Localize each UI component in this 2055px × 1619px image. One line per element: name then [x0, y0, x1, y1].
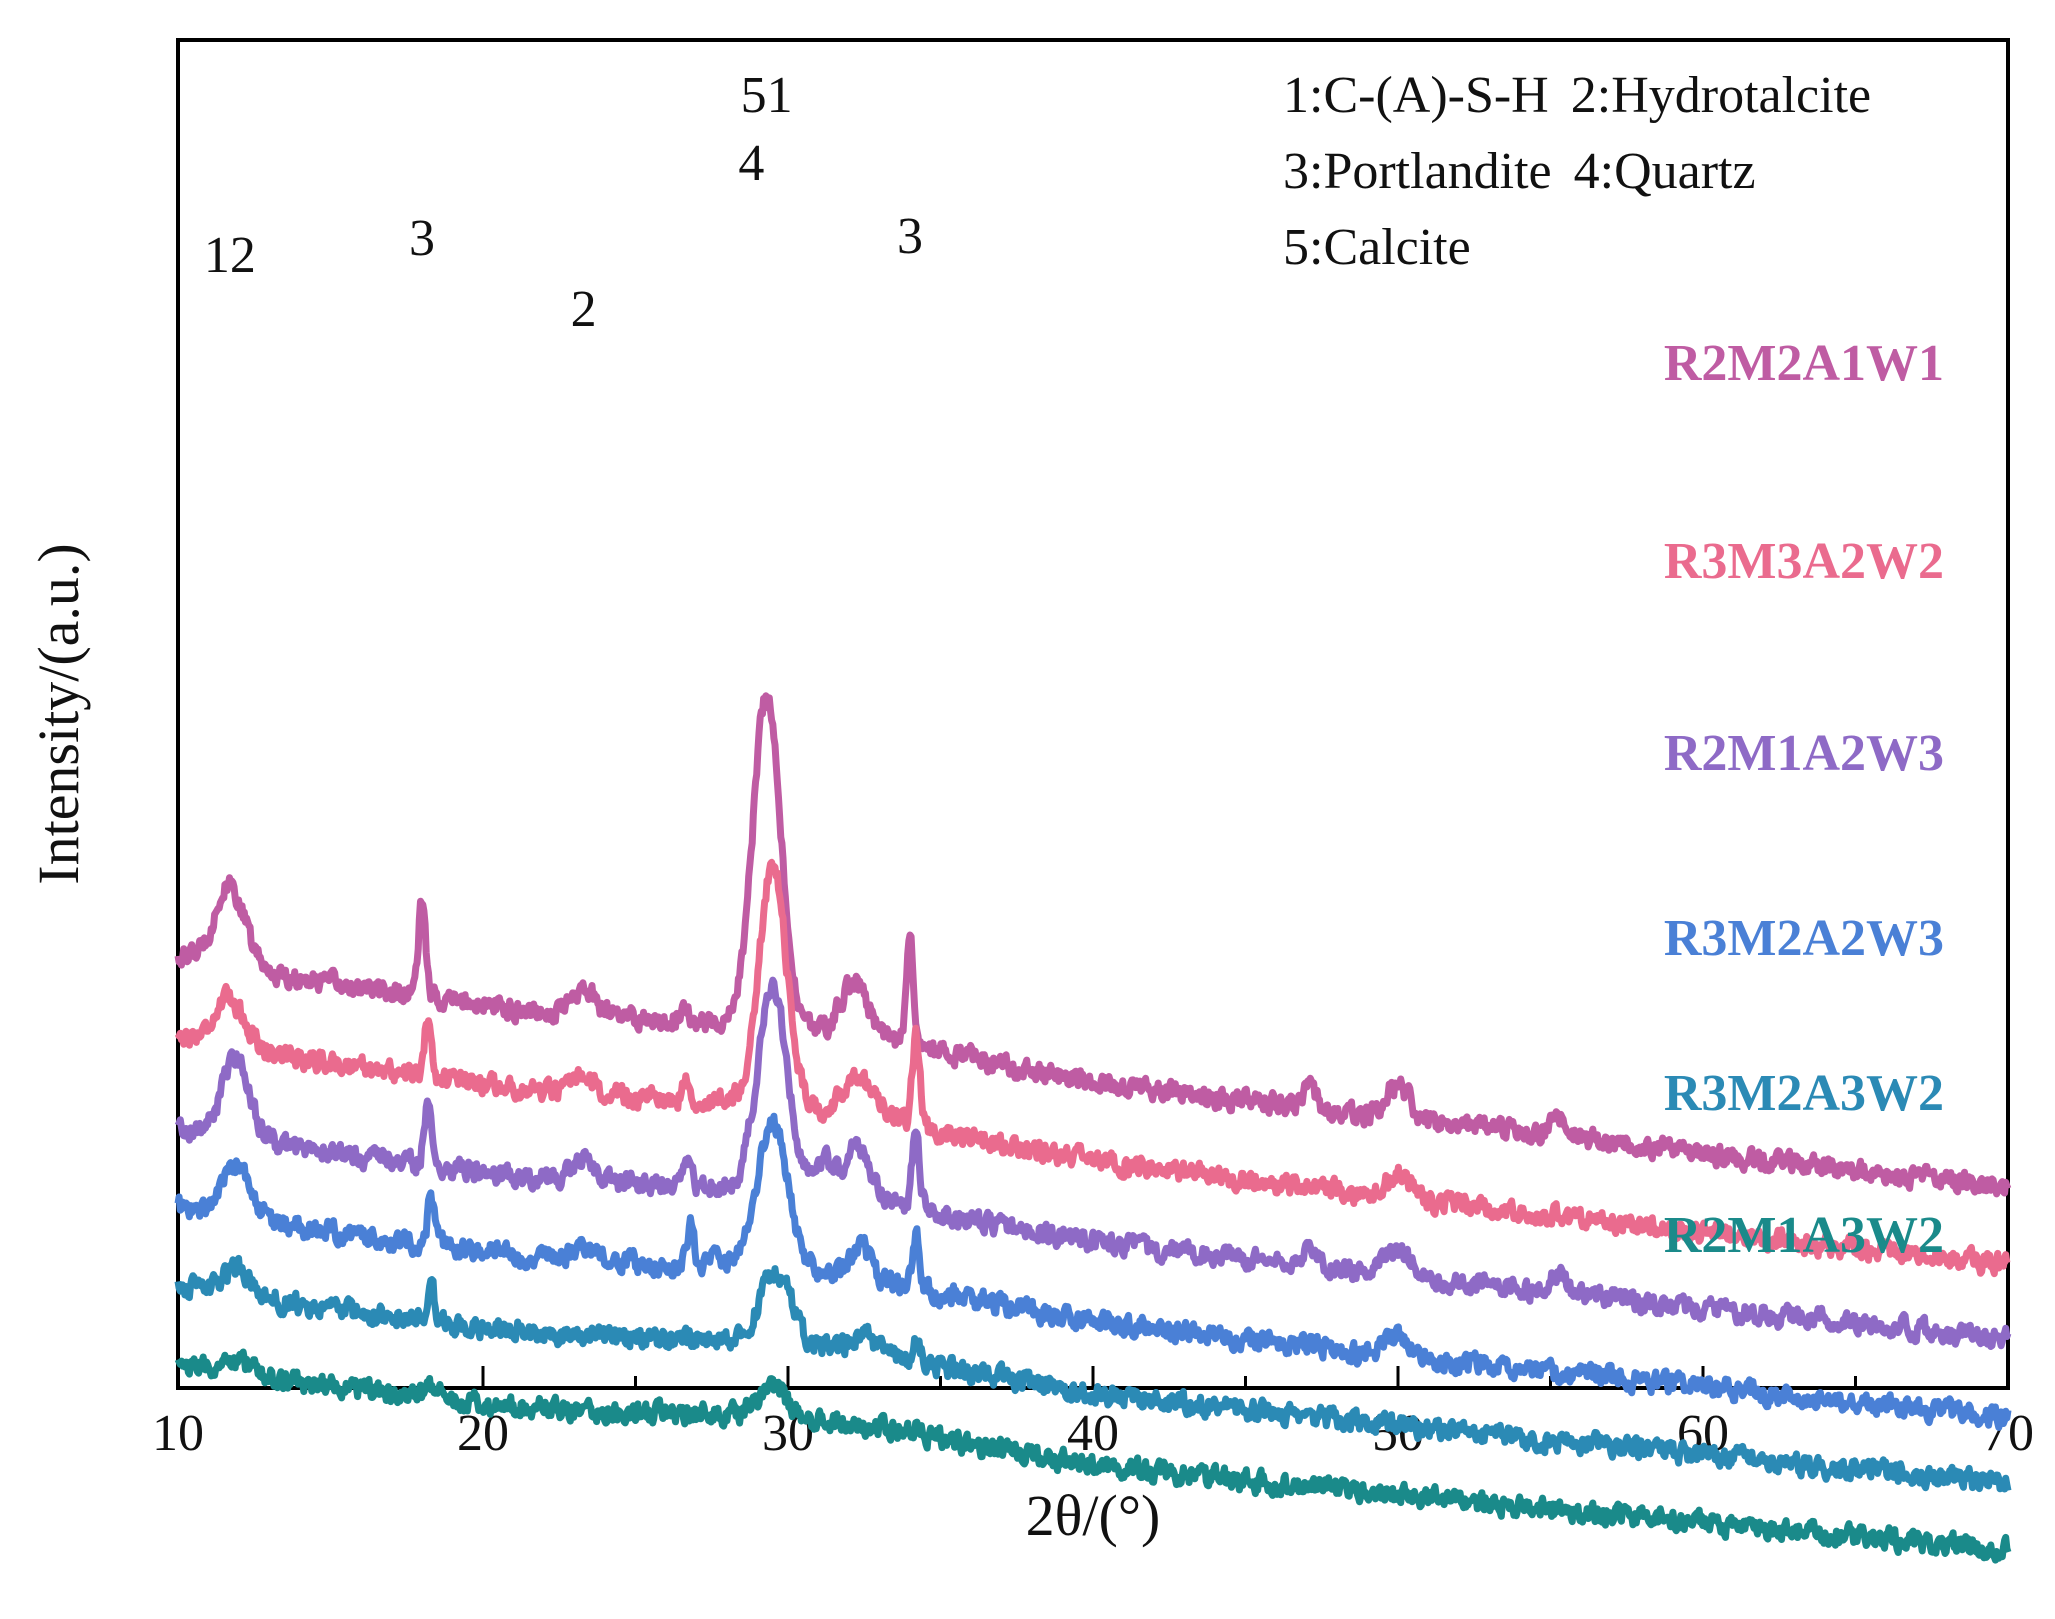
legend-item: 5:Calcite: [1283, 219, 1471, 276]
legend-item: 1:C-(A)-S-H: [1283, 67, 1549, 124]
series-label: R2M1A2W3: [1664, 725, 1944, 782]
peak-label: 12: [204, 227, 256, 284]
legend-item: 2:Hydrotalcite: [1571, 67, 1871, 124]
legend: 1:C-(A)-S-H 2:Hydrotalcite 3:Portlandite 4…: [1283, 67, 1871, 276]
series-label: R2M1A3W2: [1664, 1207, 1944, 1264]
x-tick-label: 10: [152, 1405, 204, 1462]
legend-item: 4:Quartz: [1574, 143, 1756, 200]
peak-label: 3: [897, 208, 923, 265]
series-label: R3M2A2W3: [1664, 910, 1944, 967]
legend-line-1: 1:C-(A)-S-H 2:Hydrotalcite: [1283, 67, 1871, 124]
series-label: R3M2A3W2: [1664, 1065, 1944, 1122]
y-axis-title: Intensity/(a.u.): [26, 543, 91, 884]
series-line-R3M3A2W2: [174, 858, 2011, 1278]
peak-label: 51: [741, 67, 793, 124]
plot-area-frame: [176, 38, 2010, 1390]
x-axis-title: 2θ/(°): [1026, 1483, 1161, 1548]
peak-label: 4: [738, 135, 764, 192]
legend-line-3: 5:Calcite: [1283, 219, 1471, 276]
legend-item: 3:Portlandite: [1283, 143, 1552, 200]
series-labels: R2M2A1W1 R3M3A2W2 R2M1A2W3 R3M2A2W3 R3M2A3W2…: [1664, 335, 1944, 1264]
series-group: [174, 692, 2012, 1564]
series-line-R2M1A3W2: [174, 1348, 2012, 1564]
series-line-R3M2A3W2: [174, 1254, 2012, 1493]
peak-labels: 12 3 2 51 4 3: [204, 67, 923, 338]
series-line-R3M2A2W3: [174, 1112, 2012, 1431]
series-label: R2M2A1W1: [1664, 335, 1944, 392]
series-line-R2M2A1W1: [174, 692, 2012, 1198]
series-line-R2M1A2W3: [174, 976, 2012, 1350]
x-ticks: [176, 1366, 2010, 1388]
series-label: R3M3A2W2: [1664, 533, 1944, 590]
peak-label: 2: [571, 281, 597, 338]
legend-line-2: 3:Portlandite 4:Quartz: [1283, 143, 1756, 200]
peak-label: 3: [409, 210, 435, 267]
